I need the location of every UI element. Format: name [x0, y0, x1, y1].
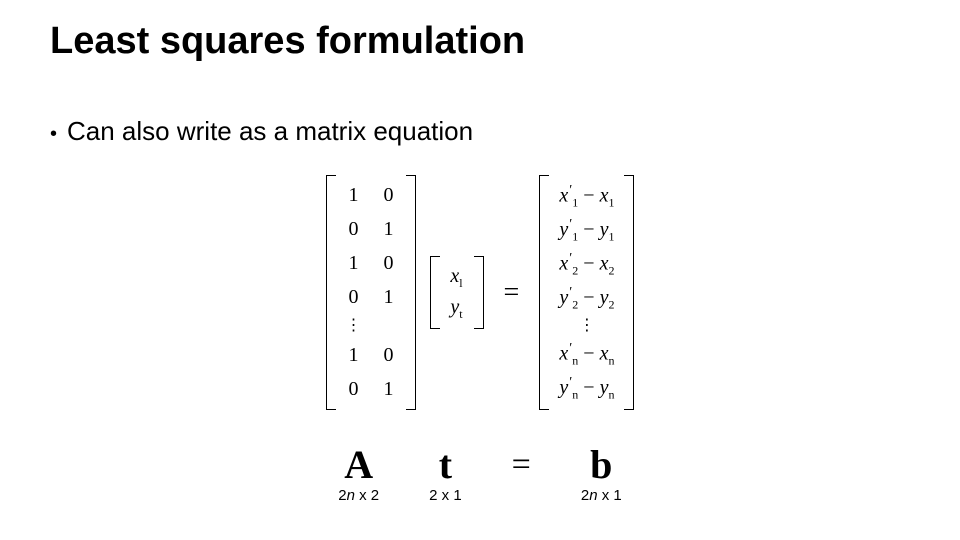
bullet-text: Can also write as a matrix equation: [67, 116, 473, 147]
matrix-equation: 1 0 1 0 ⋮ 1 0 0 1 0 1 0 1 xl: [0, 175, 960, 410]
symbol-t: t 2 x 1: [429, 445, 462, 504]
symbol-b: b 2n x 1: [581, 445, 622, 504]
symbol-equals: =: [512, 445, 531, 504]
bullet-marker: •: [50, 121, 57, 147]
equals-sign: =: [498, 277, 526, 309]
matrix-A: 1 0 1 0 ⋮ 1 0 0 1 0 1 0 1: [326, 175, 416, 410]
vector-b: x′1 − x1 y′1 − y1 x′2 − x2 y′2 − y2 ⋮ x′…: [539, 175, 634, 410]
slide-title: Least squares formulation: [50, 20, 525, 63]
symbol-A: A 2n x 2: [338, 445, 379, 504]
vector-t: xl yt: [430, 256, 484, 329]
symbolic-equation: A 2n x 2 t 2 x 1 = b 2n x 1: [0, 445, 960, 504]
bullet-item: • Can also write as a matrix equation: [50, 116, 473, 147]
